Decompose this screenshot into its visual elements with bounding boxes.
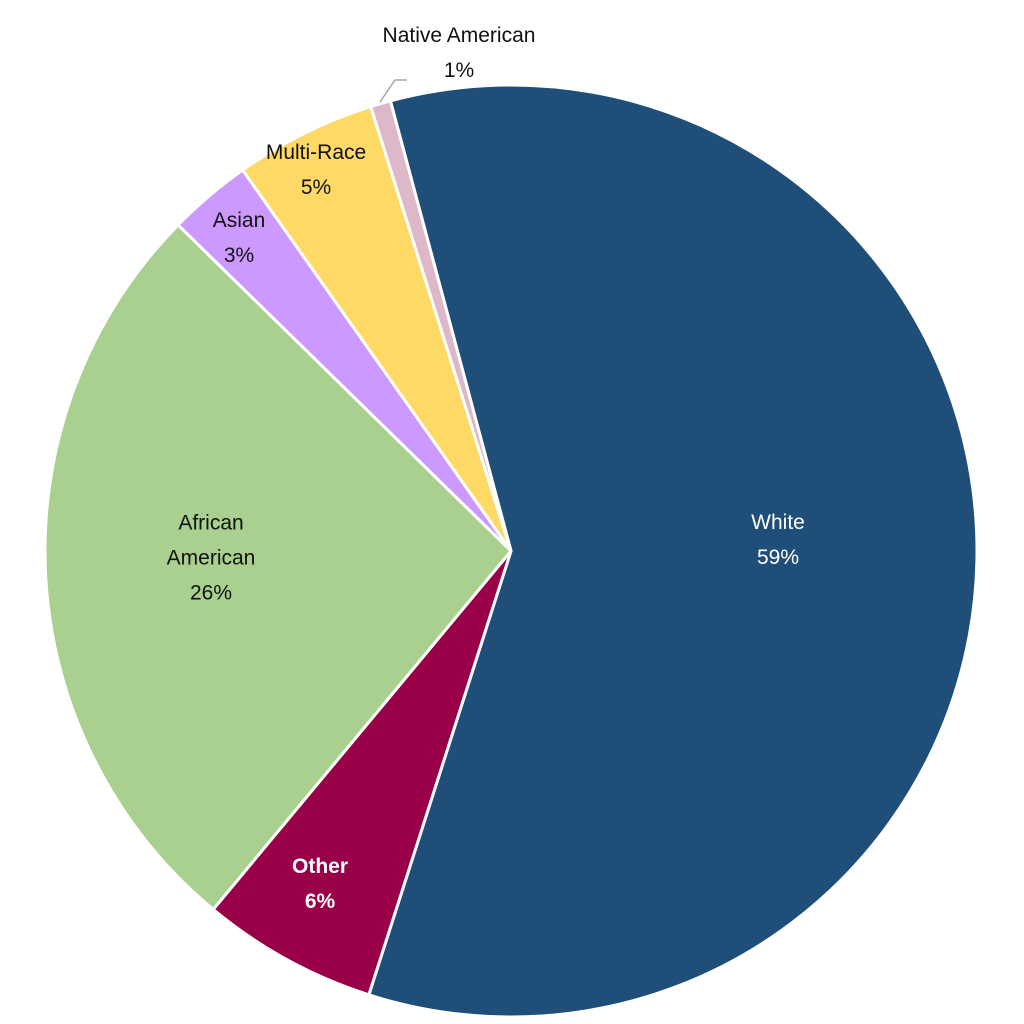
label-african-american: African American 26%	[166, 511, 256, 605]
slice-white	[367, 83, 979, 1019]
label-native-american: Native American 1%	[382, 24, 536, 82]
slice-other	[211, 549, 513, 997]
pie-slices	[43, 83, 979, 1019]
label-asian: Asian 3%	[212, 209, 266, 267]
leader-lines	[379, 79, 407, 103]
leader-line	[379, 79, 407, 103]
slice-native-american	[369, 99, 513, 553]
label-other: Other 6%	[291, 855, 349, 913]
label-multi-race: Multi-Race 5%	[265, 141, 367, 199]
slice-african-american	[43, 223, 513, 911]
label-white: White 59%	[751, 511, 805, 569]
